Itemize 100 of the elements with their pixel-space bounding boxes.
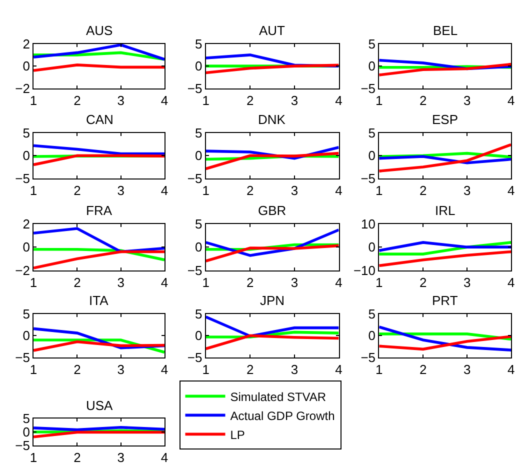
- x-tick-label: 1: [376, 182, 383, 198]
- x-tick-label: 3: [463, 92, 471, 108]
- x-tick-label: 4: [160, 450, 168, 466]
- x-tick-label: 1: [30, 450, 38, 466]
- y-tick-label: 0: [368, 328, 376, 344]
- y-tick-label: 0: [22, 328, 30, 344]
- y-tick-label: 0: [22, 58, 30, 74]
- y-tick-label: 5: [195, 36, 202, 52]
- x-tick-label: 1: [30, 182, 38, 198]
- chart-title: AUS: [86, 23, 114, 38]
- x-tick-label: 4: [335, 92, 342, 108]
- y-tick-label: −2: [15, 262, 30, 278]
- x-tick-label: 1: [376, 92, 383, 108]
- x-tick-label: 4: [160, 92, 168, 108]
- x-tick-label: 4: [507, 274, 515, 290]
- x-tick-label: 4: [335, 362, 342, 378]
- y-tick-label: −5: [15, 350, 30, 365]
- y-tick-label: 5: [22, 410, 30, 426]
- chart-title: JPN: [260, 293, 285, 308]
- x-tick-label: 2: [246, 362, 254, 378]
- y-tick-label: 10: [361, 216, 376, 232]
- y-tick-label: −10: [353, 262, 376, 278]
- x-tick-label: 3: [117, 182, 124, 198]
- x-tick-label: 4: [160, 362, 168, 378]
- line-series: [379, 335, 512, 351]
- legend-label: Simulated STVAR: [230, 390, 326, 404]
- chart-title: ESP: [432, 112, 458, 127]
- chart-title: CAN: [86, 112, 114, 127]
- y-tick-label: 5: [22, 125, 30, 140]
- y-tick-label: 0: [368, 240, 376, 255]
- y-tick-label: −2: [15, 80, 30, 96]
- y-tick-label: 0: [22, 424, 30, 440]
- y-tick-label: 0: [195, 58, 202, 74]
- chart-title: BEL: [433, 23, 458, 38]
- x-tick-label: 1: [202, 92, 210, 108]
- y-tick-label: 0: [195, 148, 202, 164]
- x-tick-label: 1: [30, 362, 38, 378]
- line-series: [206, 64, 339, 74]
- x-tick-label: 4: [335, 182, 342, 198]
- y-tick-label: 0: [195, 240, 202, 255]
- chart-title: FRA: [86, 203, 112, 218]
- y-tick-label: 5: [195, 216, 202, 232]
- x-tick-label: 3: [117, 362, 124, 378]
- legend-label: Actual GDP Growth: [230, 408, 335, 423]
- x-tick-label: 4: [507, 362, 515, 378]
- y-tick-label: −5: [360, 80, 376, 96]
- line-series: [379, 143, 512, 172]
- line-series: [379, 62, 512, 76]
- x-tick-label: 1: [30, 274, 38, 290]
- line-series: [206, 244, 339, 262]
- x-tick-label: 3: [290, 362, 298, 378]
- y-tick-label: 0: [368, 148, 376, 164]
- y-tick-label: 5: [195, 306, 202, 322]
- x-tick-label: 2: [419, 274, 427, 290]
- x-tick-label: 3: [117, 92, 124, 108]
- x-tick-label: 2: [74, 274, 81, 290]
- line-series: [206, 334, 339, 350]
- x-tick-label: 1: [202, 274, 210, 290]
- line-series: [34, 44, 164, 61]
- x-tick-label: 3: [290, 92, 298, 108]
- y-tick-label: 5: [195, 125, 202, 140]
- y-tick-label: −5: [360, 350, 376, 365]
- chart-title: IRL: [435, 203, 456, 218]
- x-tick-label: 2: [419, 182, 427, 198]
- x-tick-label: 1: [202, 182, 210, 198]
- x-tick-label: 4: [160, 274, 168, 290]
- x-tick-label: 3: [463, 182, 471, 198]
- x-tick-label: 2: [74, 450, 81, 466]
- x-tick-label: 2: [74, 182, 81, 198]
- x-tick-label: 4: [507, 182, 515, 198]
- y-tick-label: −5: [187, 170, 202, 186]
- y-tick-label: 0: [195, 328, 202, 344]
- x-tick-label: 2: [246, 92, 254, 108]
- y-tick-label: 2: [22, 216, 30, 232]
- x-tick-label: 3: [463, 274, 471, 290]
- x-tick-label: 2: [246, 274, 254, 290]
- x-tick-label: 1: [376, 362, 383, 378]
- chart-title: DNK: [258, 112, 286, 127]
- y-tick-label: −5: [187, 350, 202, 365]
- x-tick-label: 2: [419, 92, 427, 108]
- y-tick-label: 5: [22, 306, 30, 322]
- x-tick-label: 1: [202, 362, 210, 378]
- x-tick-label: 3: [463, 362, 471, 378]
- y-tick-label: 5: [368, 125, 376, 140]
- x-tick-label: 4: [160, 182, 168, 198]
- x-tick-label: 3: [290, 182, 298, 198]
- x-tick-label: 2: [246, 182, 254, 198]
- y-tick-label: 0: [368, 58, 376, 74]
- y-tick-label: −5: [360, 170, 376, 186]
- chart-title: USA: [86, 398, 114, 413]
- y-tick-label: −5: [187, 80, 202, 96]
- line-series: [379, 326, 512, 352]
- y-tick-label: −5: [187, 262, 202, 278]
- x-tick-label: 2: [74, 92, 81, 108]
- x-tick-label: 3: [117, 450, 124, 466]
- x-tick-label: 2: [74, 362, 81, 378]
- chart-title: ITA: [89, 293, 109, 308]
- y-tick-label: 0: [22, 240, 30, 255]
- x-tick-label: 3: [290, 274, 298, 290]
- x-tick-label: 1: [376, 274, 383, 290]
